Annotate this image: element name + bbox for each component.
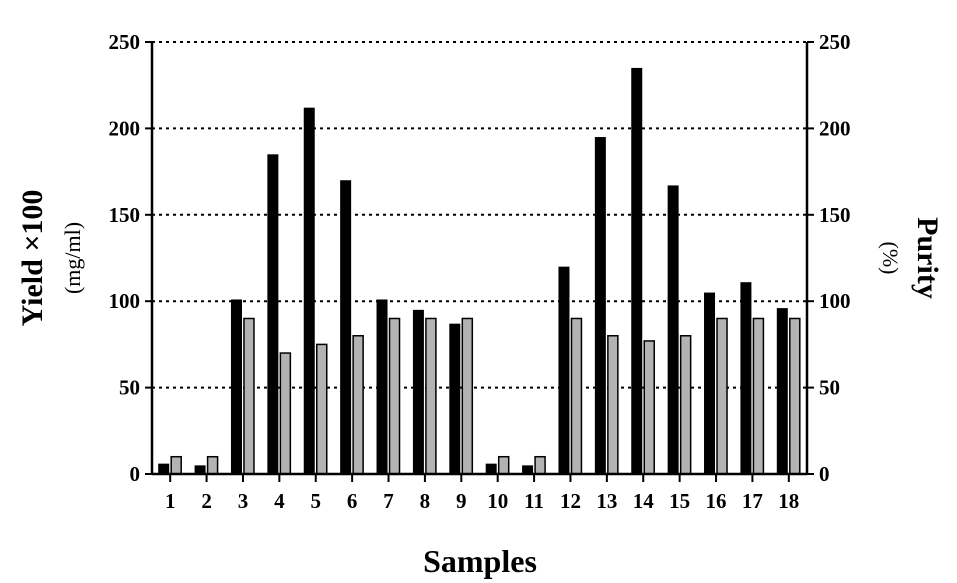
bar-yield	[158, 463, 170, 474]
y-tick-label-right: 50	[819, 376, 840, 400]
bar-yield	[303, 107, 315, 474]
bar-purity	[534, 455, 546, 475]
y-tick-label-left: 50	[119, 376, 140, 400]
x-tick-label: 14	[633, 489, 655, 513]
bar-purity	[352, 335, 364, 475]
bar-purity	[279, 352, 292, 475]
x-tick-label: 18	[778, 489, 799, 513]
bar-yield	[194, 465, 206, 474]
x-tick-label: 11	[524, 489, 544, 513]
y-tick-label-right: 0	[819, 462, 830, 486]
x-tick-label: 16	[706, 489, 727, 513]
bar-yield	[667, 185, 679, 474]
y-tick-label-right: 200	[819, 116, 851, 140]
y-tick-label-left: 0	[130, 462, 141, 486]
bar-yield	[340, 180, 352, 475]
bar-purity	[643, 340, 655, 475]
bar-purity	[607, 335, 619, 475]
x-tick-label: 7	[383, 489, 394, 513]
y-tick-label-right: 100	[819, 289, 851, 313]
bar-purity	[716, 317, 728, 475]
bar-purity	[752, 317, 765, 475]
bar-purity	[243, 317, 255, 475]
x-tick-label: 12	[560, 489, 581, 513]
bars	[158, 67, 801, 475]
bar-yield	[704, 292, 716, 474]
y-tick-label-left: 200	[109, 116, 141, 140]
bar-purity	[497, 455, 510, 475]
x-axis-title: Samples	[423, 543, 537, 579]
bar-purity	[388, 317, 401, 475]
x-tick-label: 4	[274, 489, 285, 513]
y-tick-label-right: 250	[819, 30, 851, 54]
bar-yield	[776, 308, 788, 474]
x-tick-label: 8	[420, 489, 431, 513]
bar-purity	[679, 335, 692, 475]
bar-yield	[594, 137, 606, 475]
bar-purity	[461, 317, 474, 475]
bar-yield	[740, 282, 752, 474]
x-tick-label: 5	[311, 489, 322, 513]
bar-yield	[376, 299, 388, 474]
bar-purity	[425, 317, 437, 475]
bar-yield	[558, 266, 570, 474]
x-tick-label: 1	[165, 489, 176, 513]
x-tick-label: 9	[456, 489, 467, 513]
bar-yield	[267, 154, 279, 474]
bar-purity	[316, 343, 328, 475]
y-tick-label-left: 250	[109, 30, 141, 54]
x-tick-label: 10	[487, 489, 508, 513]
axes	[145, 41, 814, 482]
bar-purity	[789, 317, 801, 475]
bar-yield	[412, 309, 424, 474]
y-tick-label-right: 150	[819, 203, 851, 227]
bar-purity	[570, 317, 583, 475]
x-tick-label: 15	[669, 489, 690, 513]
bar-yield	[449, 323, 461, 474]
x-tick-label: 2	[201, 489, 212, 513]
y-axis-right-title: Purity	[911, 217, 944, 299]
bar-yield	[230, 299, 242, 474]
bar-yield	[631, 67, 643, 475]
x-tick-label: 6	[347, 489, 358, 513]
bar-purity	[170, 455, 182, 475]
y-tick-label-left: 150	[109, 203, 141, 227]
y-tick-label-left: 100	[109, 289, 141, 313]
x-tick-label: 13	[596, 489, 617, 513]
y-axis-left-title: Yield ×100	[16, 190, 49, 327]
y-axis-right-unit: (%)	[878, 242, 903, 275]
x-tick-label: 3	[238, 489, 249, 513]
bar-purity	[206, 455, 219, 475]
x-tick-label: 17	[742, 489, 763, 513]
bar-yield	[485, 463, 497, 474]
bar-yield	[522, 465, 534, 474]
y-axis-left-unit: (mg/ml)	[60, 222, 85, 294]
